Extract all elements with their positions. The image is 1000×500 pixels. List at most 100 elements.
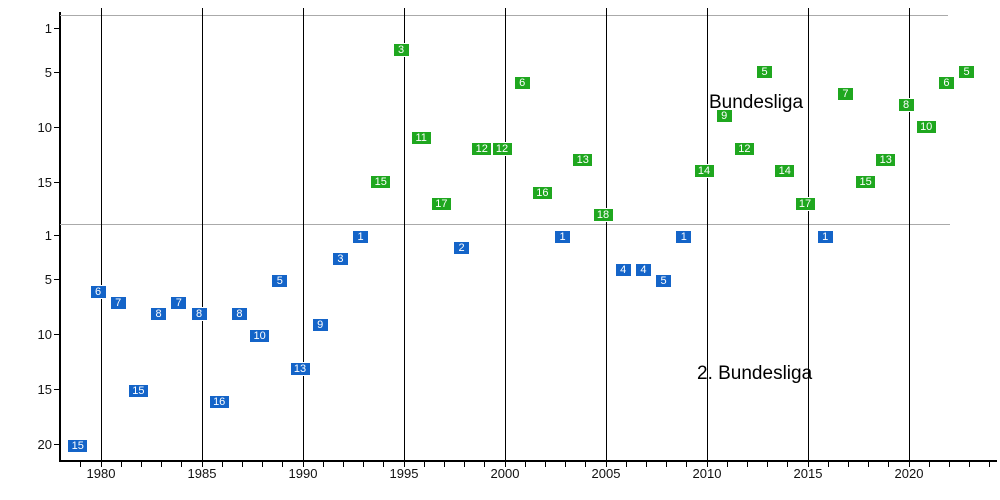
- season-box-1999: 12: [471, 142, 493, 156]
- ytickmark-top-1: [54, 28, 60, 29]
- year-tick-2009: [686, 461, 688, 467]
- season-box-1980: 6: [89, 285, 107, 299]
- gridline-2000: [504, 8, 506, 461]
- gridline-1980: [100, 8, 102, 461]
- gridline-1985: [201, 8, 203, 461]
- year-tick-2004: [585, 461, 587, 467]
- year-tick-1997: [443, 461, 445, 467]
- bundesliga-label: Bundesliga: [709, 92, 804, 113]
- gridline-1990: [302, 8, 304, 461]
- year-tick-1991: [322, 461, 324, 467]
- ytick-top-15: 15: [37, 175, 52, 190]
- season-box-1981: 7: [109, 296, 127, 310]
- season-box-1982: 15: [127, 384, 149, 398]
- year-tick-2007: [645, 461, 647, 467]
- y-axis-line: [59, 12, 61, 462]
- ytick-bottom-1: 1: [44, 228, 52, 243]
- season-box-1993: 1: [352, 230, 370, 244]
- year-tick-2024: [989, 461, 991, 467]
- season-box-2014: 14: [774, 164, 796, 178]
- season-box-2018: 15: [855, 175, 877, 189]
- year-tick-2019: [888, 461, 890, 467]
- year-tick-1982: [140, 461, 142, 467]
- season-box-2009: 1: [675, 230, 693, 244]
- year-tick-1999: [484, 461, 486, 467]
- year-tick-2008: [666, 461, 668, 467]
- season-box-2004: 13: [572, 153, 594, 167]
- year-tick-1985: [201, 461, 203, 467]
- season-box-2011: 9: [715, 109, 733, 123]
- season-box-2021: 10: [915, 120, 937, 134]
- ytick-top-10: 10: [37, 120, 52, 135]
- year-tick-1989: [282, 461, 284, 467]
- year-tick-2006: [625, 461, 627, 467]
- ytick-top-1: 1: [44, 21, 52, 36]
- season-box-1987: 8: [230, 307, 248, 321]
- year-tick-1980: [100, 461, 102, 467]
- season-box-1998: 2: [453, 241, 471, 255]
- season-box-2000: 12: [491, 142, 513, 156]
- year-tick-2001: [524, 461, 526, 467]
- year-tick-2020: [908, 461, 910, 467]
- year-tick-1998: [464, 461, 466, 467]
- year-tick-2002: [544, 461, 546, 467]
- year-tick-1986: [221, 461, 223, 467]
- year-tick-1983: [161, 461, 163, 467]
- season-box-2002: 16: [531, 186, 553, 200]
- season-box-2023: 5: [958, 65, 976, 79]
- year-tick-2000: [504, 461, 506, 467]
- gridline-2010: [706, 8, 708, 461]
- season-box-2010: 14: [693, 164, 715, 178]
- season-box-1988: 10: [249, 329, 271, 343]
- ytickmark-top-15: [54, 182, 60, 183]
- season-box-1985: 8: [190, 307, 208, 321]
- season-box-1995: 3: [392, 43, 410, 57]
- season-box-2006: 4: [614, 263, 632, 277]
- season-box-2013: 5: [756, 65, 774, 79]
- ytick-bottom-20: 20: [37, 437, 52, 452]
- year-tick-1992: [342, 461, 344, 467]
- year-tick-2003: [565, 461, 567, 467]
- year-tick-1993: [363, 461, 365, 467]
- ytick-bottom-5: 5: [44, 272, 52, 287]
- season-box-1984: 7: [170, 296, 188, 310]
- ytick-top-5: 5: [44, 65, 52, 80]
- ytickmark-top-10: [54, 127, 60, 128]
- season-box-2020: 8: [897, 98, 915, 112]
- year-tick-1990: [302, 461, 304, 467]
- year-tick-2013: [767, 461, 769, 467]
- ytickmark-top-5: [54, 72, 60, 73]
- season-box-1997: 17: [430, 197, 452, 211]
- season-box-1979: 15: [67, 439, 89, 453]
- x-axis-line: [59, 460, 997, 462]
- year-tick-2018: [868, 461, 870, 467]
- year-label-1990: 1990: [288, 466, 318, 481]
- year-tick-2017: [847, 461, 849, 467]
- season-box-2016: 1: [816, 230, 834, 244]
- year-tick-2016: [827, 461, 829, 467]
- year-label-2000: 2000: [490, 466, 520, 481]
- bundesliga-first-place-line: [60, 15, 948, 16]
- ytickmark-bottom-1: [54, 235, 60, 236]
- gridline-2005: [605, 8, 607, 461]
- season-box-1989: 5: [271, 274, 289, 288]
- season-box-1990: 13: [289, 362, 311, 376]
- year-label-1995: 1995: [389, 466, 419, 481]
- ytickmark-bottom-10: [54, 334, 60, 335]
- year-tick-1994: [383, 461, 385, 467]
- year-tick-1996: [423, 461, 425, 467]
- year-tick-1995: [403, 461, 405, 467]
- season-box-1983: 8: [150, 307, 168, 321]
- season-box-2019: 13: [875, 153, 897, 167]
- ytick-bottom-15: 15: [37, 382, 52, 397]
- year-tick-1987: [241, 461, 243, 467]
- season-box-2007: 4: [634, 263, 652, 277]
- ytickmark-bottom-5: [54, 279, 60, 280]
- season-box-1986: 16: [208, 395, 230, 409]
- year-tick-2010: [706, 461, 708, 467]
- gridline-2020: [908, 8, 910, 461]
- season-box-1992: 3: [331, 252, 349, 266]
- gridline-1995: [403, 8, 405, 461]
- season-box-2008: 5: [655, 274, 673, 288]
